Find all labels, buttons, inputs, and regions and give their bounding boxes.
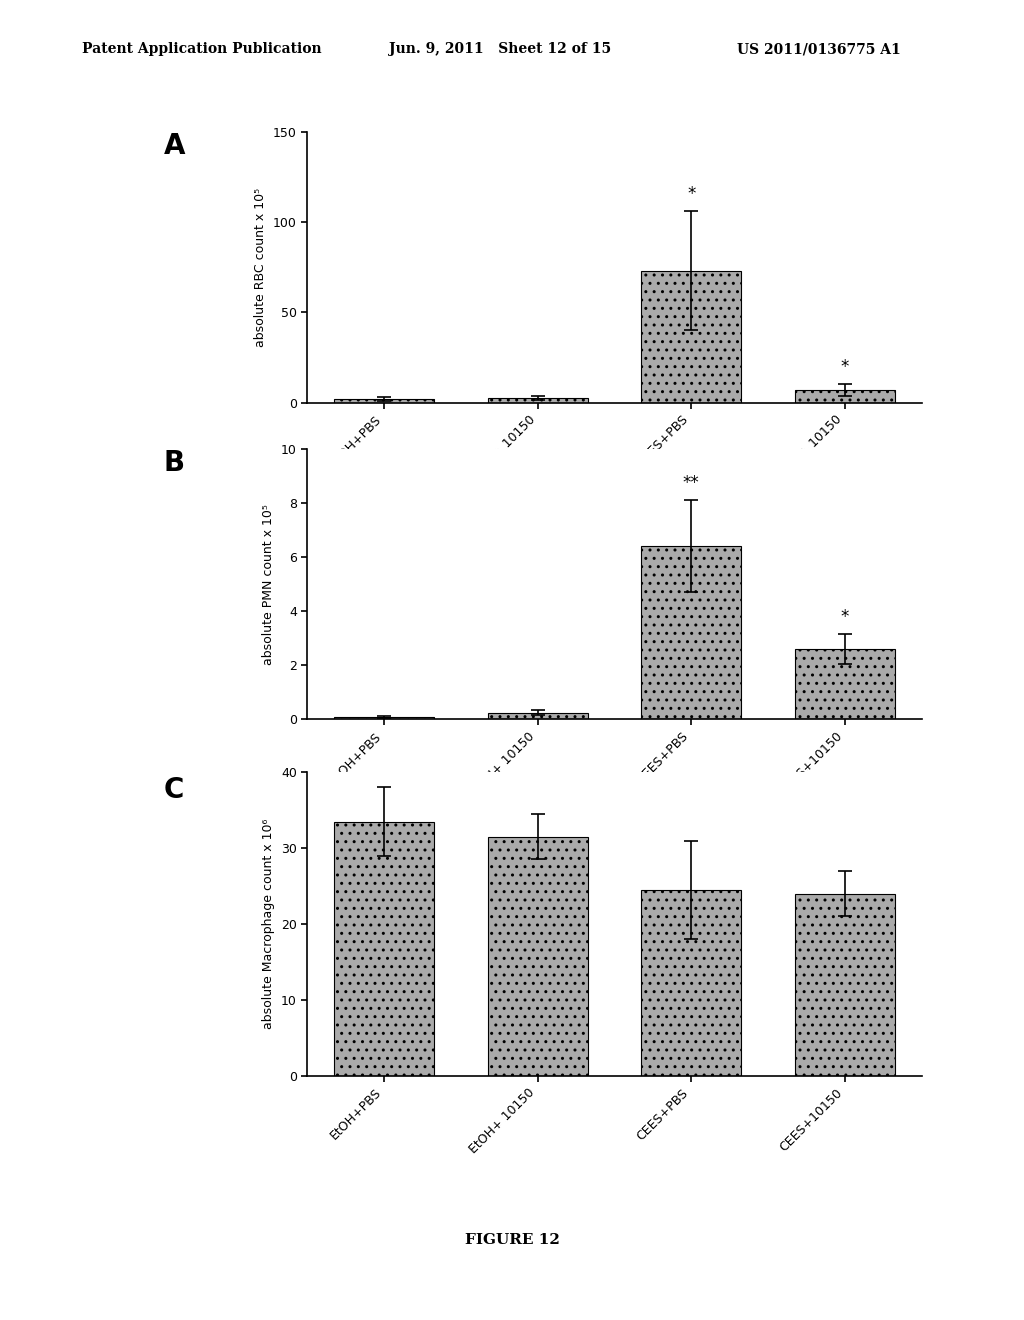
Bar xyxy=(487,713,588,719)
Text: Patent Application Publication: Patent Application Publication xyxy=(82,42,322,57)
Text: *: * xyxy=(841,358,849,376)
Bar xyxy=(334,717,434,719)
Text: *: * xyxy=(841,609,849,626)
Bar xyxy=(487,399,588,403)
Bar xyxy=(334,399,434,403)
Bar xyxy=(795,649,895,719)
Text: B: B xyxy=(164,449,185,477)
Bar xyxy=(334,821,434,1076)
Text: Jun. 9, 2011   Sheet 12 of 15: Jun. 9, 2011 Sheet 12 of 15 xyxy=(389,42,611,57)
Text: US 2011/0136775 A1: US 2011/0136775 A1 xyxy=(737,42,901,57)
Bar xyxy=(487,837,588,1076)
Text: C: C xyxy=(164,776,184,804)
Bar xyxy=(641,546,741,719)
Text: **: ** xyxy=(683,474,699,492)
Text: *: * xyxy=(687,185,695,203)
Bar xyxy=(641,271,741,403)
Bar xyxy=(641,890,741,1076)
Bar xyxy=(795,389,895,403)
Bar xyxy=(795,894,895,1076)
Y-axis label: absolute PMN count x 10⁵: absolute PMN count x 10⁵ xyxy=(262,504,275,664)
Text: FIGURE 12: FIGURE 12 xyxy=(465,1233,559,1247)
Y-axis label: absolute RBC count x 10⁵: absolute RBC count x 10⁵ xyxy=(254,187,267,347)
Text: A: A xyxy=(164,132,185,160)
Y-axis label: absolute Macrophage count x 10⁶: absolute Macrophage count x 10⁶ xyxy=(262,818,275,1030)
